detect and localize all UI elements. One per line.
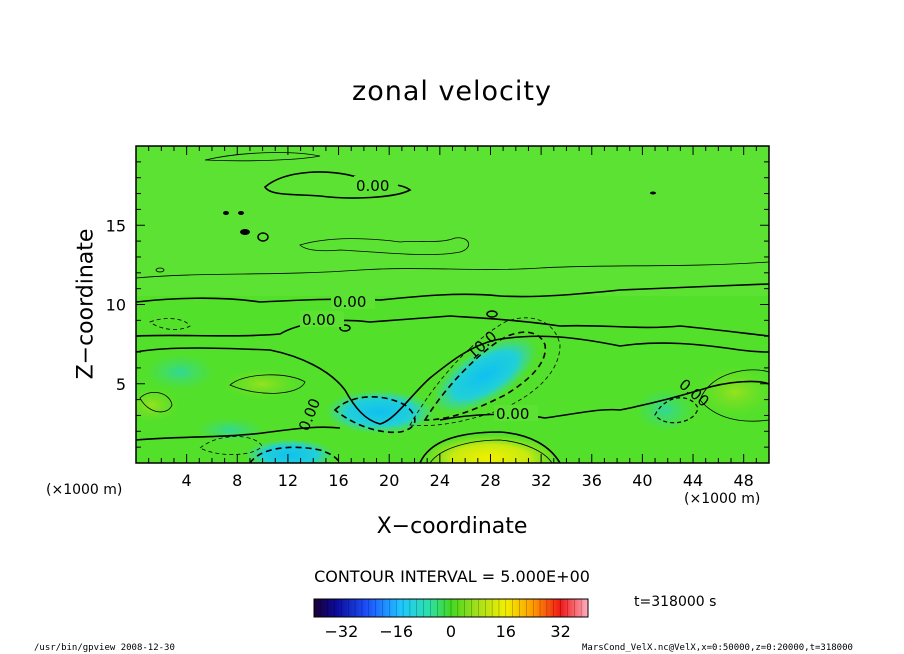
y-tick-label: 15 — [106, 216, 126, 235]
x-tick-labels: 4 8 12 16 20 24 28 32 36 40 44 48 — [182, 471, 754, 490]
colorbar-tick-labels: −32 −16 0 16 32 — [325, 622, 571, 641]
field-upper-band — [136, 146, 769, 296]
x-tick-label: 4 — [182, 471, 192, 490]
contour-label: 0.00 — [356, 177, 389, 195]
contour-thin-top — [204, 152, 321, 162]
contour-label: 0.00 — [496, 405, 529, 423]
negative-core-right — [635, 388, 695, 432]
chart-title: zonal velocity — [352, 76, 552, 107]
y-axis-label: Z−coordinate — [73, 228, 99, 380]
x-tick-label: 36 — [582, 471, 602, 490]
contour-zero-mid — [136, 283, 769, 303]
positive-core-right — [695, 366, 769, 418]
contour-label: 0.00 — [302, 311, 335, 329]
positive-core-floor — [420, 434, 560, 463]
footer-left: /usr/bin/gpview 2008-12-30 — [34, 643, 175, 653]
contour-thin-left — [139, 391, 173, 413]
contour-zero-bottom — [419, 431, 561, 463]
x-tick-label: 24 — [430, 471, 450, 490]
y-tick-label: 5 — [116, 375, 126, 394]
negative-core-floor — [245, 439, 335, 463]
contour-label-bg-2 — [331, 293, 375, 309]
contour-island-3 — [223, 211, 229, 215]
x-axis-label: X−coordinate — [376, 514, 528, 539]
contour-islands — [155, 191, 656, 332]
contour-label: 0.00 — [333, 293, 366, 311]
x-tick-label: 48 — [734, 471, 754, 490]
negative-core-left — [145, 354, 215, 390]
x-tick-label: 28 — [480, 471, 500, 490]
x-tick-label: 8 — [232, 471, 242, 490]
contour-island-4 — [238, 211, 244, 215]
colorbar-tick-label: −16 — [379, 622, 413, 641]
velocity-field: 0.00 0.00 0.00 10.0 0.00 0.00 0.00 — [136, 146, 769, 463]
contour-thin-mid — [229, 374, 306, 394]
colorbar-tick-label: −32 — [325, 622, 359, 641]
positive-core-left — [136, 387, 180, 423]
contour-island-7 — [486, 310, 498, 318]
negative-core-lowleft — [195, 418, 265, 442]
contour-thin-upper — [299, 237, 469, 255]
contour-label-bg-5 — [494, 405, 538, 421]
contour-island-8 — [155, 267, 165, 273]
contour-island-6 — [339, 324, 351, 332]
contour-thin-bottom — [429, 439, 553, 463]
time-label: t=318000 s — [634, 594, 717, 610]
contour-thin-right — [699, 369, 769, 422]
x-unit-label-left: (×1000 m) — [46, 482, 123, 498]
contour-pos10-lower — [333, 395, 416, 434]
y-tick-label: 10 — [106, 296, 126, 315]
colorbar-tick-label: 0 — [446, 622, 456, 641]
contour-zero-upper — [263, 171, 412, 199]
x-tick-label: 40 — [632, 471, 652, 490]
contour-thin-band — [136, 261, 769, 279]
contour-interval: CONTOUR INTERVAL = 5.000E+00 — [314, 567, 590, 586]
y-tick-labels: 5 10 15 — [106, 216, 126, 394]
footer-right: MarsCond_VelX.nc@VelX,x=0:50000,z=0:2000… — [582, 643, 853, 653]
x-tick-label: 20 — [379, 471, 399, 490]
colorbar-tick-label: 32 — [550, 622, 570, 641]
positive-core-mid — [222, 368, 302, 400]
negative-core-lower — [325, 390, 435, 434]
colorbar-tick-label: 16 — [496, 622, 516, 641]
contour-island-2 — [257, 232, 269, 242]
contour-neg-floor — [249, 446, 341, 463]
x-tick-label: 16 — [328, 471, 348, 490]
y-tick-marks — [136, 161, 769, 448]
x-tick-label: 44 — [683, 471, 703, 490]
contour-lines — [136, 152, 769, 463]
contour-label-bg-3 — [300, 311, 344, 327]
contour-dash-floor-left — [199, 436, 263, 455]
contour-zero-band — [136, 335, 769, 425]
contour-island-1 — [240, 229, 250, 235]
negative-core-jet — [432, 336, 538, 414]
contour-pos10-jet — [423, 331, 547, 421]
contour-zero-lower — [136, 315, 769, 337]
contour-thin-jet-outer — [409, 317, 561, 426]
x-tick-marks — [148, 146, 757, 463]
colorbar-segments — [320, 599, 582, 617]
contour-label-bg-1 — [354, 176, 398, 192]
contour-dash-left — [149, 318, 191, 330]
contour-island-5 — [650, 191, 656, 195]
x-unit-label-right: (×1000 m) — [684, 491, 761, 507]
x-tick-label: 12 — [278, 471, 298, 490]
x-tick-label: 32 — [531, 471, 551, 490]
contour-dash-right — [654, 397, 699, 424]
